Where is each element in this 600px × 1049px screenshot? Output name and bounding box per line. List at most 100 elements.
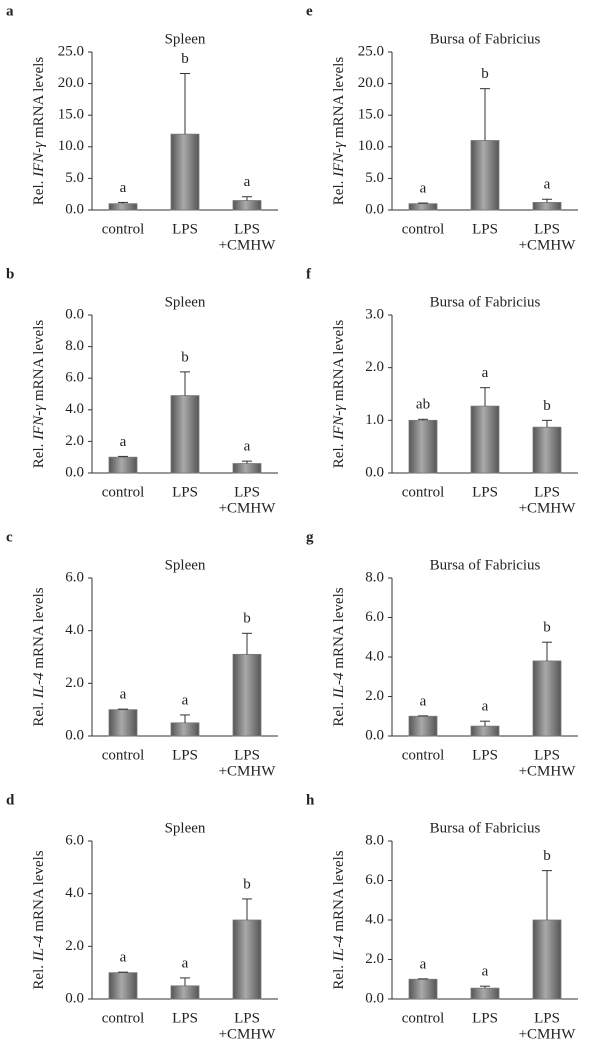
bar (408, 203, 438, 211)
chart-title: Spleen (165, 557, 206, 573)
panel-letter: h (306, 792, 315, 808)
bar (232, 653, 262, 737)
y-tick-label: 4.0 (65, 401, 84, 417)
bar (232, 463, 262, 474)
y-label-prefix: Rel. (31, 444, 47, 469)
y-tick-label: 8.0 (65, 338, 84, 354)
significance-letter: a (182, 692, 189, 708)
error-bar (118, 455, 128, 458)
y-axis-label: Rel. IL-4 mRNA levels (331, 587, 347, 726)
panel-letter: g (306, 529, 314, 545)
x-tick-label: LPS (234, 221, 260, 237)
bar (470, 987, 500, 1000)
significance-letter: b (181, 51, 189, 67)
y-tick-label: 0.0 (65, 306, 84, 322)
significance-letter: a (420, 180, 427, 196)
bar (108, 203, 138, 211)
x-tick-label: LPS (472, 747, 498, 763)
x-tick-label: LPS (234, 1010, 260, 1026)
x-tick-label: LPS (534, 221, 560, 237)
significance-letter: a (482, 365, 489, 381)
chart-title: Bursa of Fabricius (430, 294, 541, 310)
x-tick-label: control (402, 484, 445, 500)
significance-letter: a (420, 956, 427, 972)
y-label-suffix: mRNA levels (331, 850, 347, 931)
y-label-gene: IL-4 (31, 935, 47, 962)
y-tick-label: 2.0 (365, 359, 384, 375)
significance-letter: b (243, 876, 251, 892)
y-axis-label: Rel. IFN-γ mRNA levels (331, 320, 347, 469)
y-tick-label: 0.0 (365, 201, 384, 217)
y-tick-label: 10.0 (358, 138, 384, 154)
x-tick-label: control (402, 747, 445, 763)
significance-letter: a (482, 699, 489, 715)
y-tick-label: 3.0 (365, 306, 384, 322)
chart-title: Spleen (165, 820, 206, 836)
y-tick-label: 15.0 (358, 107, 384, 123)
bar (470, 140, 500, 211)
y-tick-label: 0.0 (365, 990, 384, 1006)
significance-letter: ab (416, 397, 430, 413)
significance-letter: a (120, 687, 127, 703)
y-tick-label: 2.0 (365, 688, 384, 704)
x-tick-label: control (402, 1010, 445, 1026)
y-axis-label: Rel. IFN-γ mRNA levels (31, 320, 47, 469)
y-tick-label: 4.0 (65, 885, 84, 901)
panel-letter: e (306, 3, 313, 19)
x-tick-label: control (102, 747, 145, 763)
x-tick-label: +CMHW (519, 1026, 577, 1042)
y-tick-label: 8.0 (365, 569, 384, 585)
y-tick-label: 1.0 (365, 412, 384, 428)
significance-letter: b (181, 349, 189, 365)
y-tick-label: 0.0 (65, 464, 84, 480)
bar (470, 405, 500, 474)
significance-letter: a (120, 950, 127, 966)
y-tick-label: 0.0 (65, 201, 84, 217)
y-tick-label: 0.0 (365, 464, 384, 480)
panel-letter: a (6, 3, 14, 19)
bar (108, 709, 138, 737)
bar (108, 456, 138, 474)
significance-letter: a (544, 177, 551, 193)
y-axis-label: Rel. IL-4 mRNA levels (31, 850, 47, 989)
error-bar (480, 985, 490, 989)
y-label-gene: IFN-γ (331, 404, 347, 441)
y-axis-label: Rel. IFN-γ mRNA levels (31, 57, 47, 206)
error-bar (242, 460, 252, 464)
y-tick-label: 2.0 (65, 675, 84, 691)
error-bar (542, 641, 552, 661)
bar (408, 715, 438, 737)
x-tick-label: LPS (472, 221, 498, 237)
y-tick-label: 6.0 (365, 872, 384, 888)
error-bar (480, 387, 490, 407)
error-bar (118, 708, 128, 710)
bar (532, 202, 562, 211)
chart-title: Bursa of Fabricius (430, 820, 541, 836)
x-tick-label: +CMHW (219, 500, 277, 516)
x-tick-label: +CMHW (219, 763, 277, 779)
x-tick-label: LPS (172, 221, 198, 237)
y-label-prefix: Rel. (331, 702, 347, 727)
error-bar (542, 419, 552, 428)
y-label-gene: IL-4 (331, 935, 347, 962)
x-tick-label: control (102, 221, 145, 237)
bar (532, 919, 562, 1000)
y-tick-label: 6.0 (365, 609, 384, 625)
x-tick-label: +CMHW (219, 237, 277, 253)
x-tick-label: LPS (534, 484, 560, 500)
y-tick-label: 20.0 (358, 75, 384, 91)
significance-letter: b (243, 611, 251, 627)
panel-letter: c (6, 529, 13, 545)
x-tick-label: control (102, 1010, 145, 1026)
bar (532, 426, 562, 474)
x-tick-label: LPS (172, 484, 198, 500)
panel-letter: f (306, 266, 312, 282)
bar (170, 133, 200, 211)
chart-title: Spleen (165, 294, 206, 310)
y-tick-label: 6.0 (65, 569, 84, 585)
x-tick-label: LPS (534, 747, 560, 763)
bar (170, 722, 200, 737)
x-tick-label: +CMHW (519, 763, 577, 779)
y-tick-label: 4.0 (365, 911, 384, 927)
y-label-gene: IFN-γ (31, 141, 47, 178)
